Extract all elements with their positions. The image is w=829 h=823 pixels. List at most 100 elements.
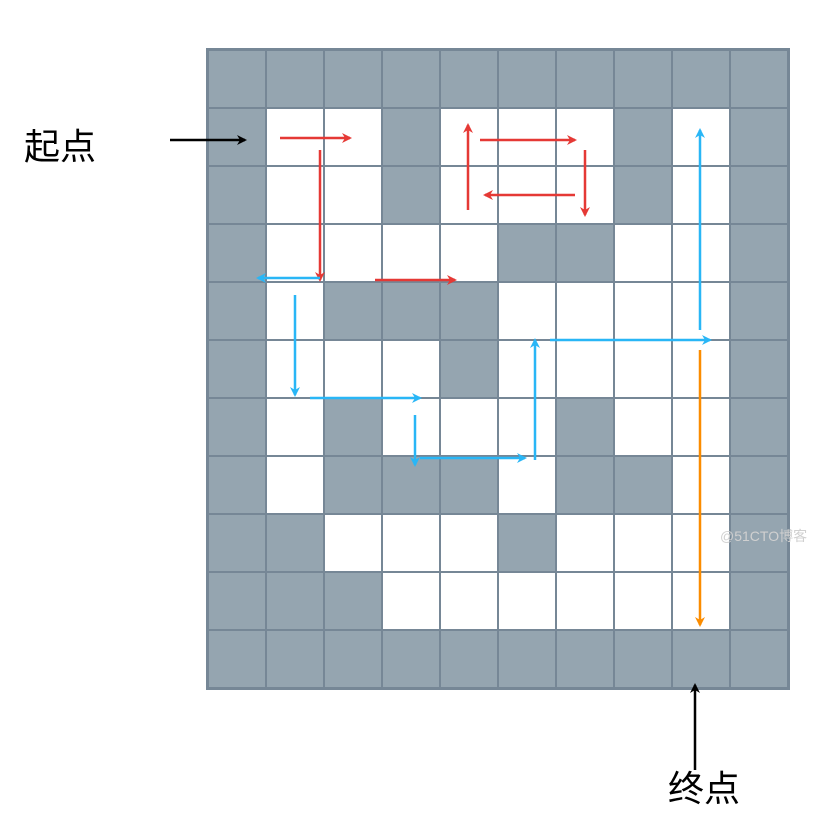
wall-cell bbox=[382, 166, 440, 224]
maze-grid bbox=[206, 48, 790, 690]
wall-cell bbox=[730, 166, 788, 224]
wall-cell bbox=[208, 282, 266, 340]
wall-cell bbox=[208, 630, 266, 688]
wall-cell bbox=[730, 50, 788, 108]
wall-cell bbox=[324, 630, 382, 688]
wall-cell bbox=[730, 572, 788, 630]
open-cell bbox=[440, 224, 498, 282]
wall-cell bbox=[556, 50, 614, 108]
wall-cell bbox=[440, 282, 498, 340]
open-cell bbox=[556, 514, 614, 572]
wall-cell bbox=[324, 456, 382, 514]
wall-cell bbox=[440, 340, 498, 398]
wall-cell bbox=[498, 50, 556, 108]
wall-cell bbox=[208, 224, 266, 282]
wall-cell bbox=[614, 456, 672, 514]
open-cell bbox=[382, 572, 440, 630]
end-label: 终点 bbox=[668, 760, 740, 812]
open-cell bbox=[324, 224, 382, 282]
open-cell bbox=[556, 340, 614, 398]
wall-cell bbox=[672, 50, 730, 108]
diagram-container: 起点 终点 @51CTO博客 bbox=[20, 20, 829, 803]
wall-cell bbox=[208, 166, 266, 224]
wall-cell bbox=[208, 572, 266, 630]
wall-cell bbox=[324, 572, 382, 630]
open-cell bbox=[266, 282, 324, 340]
open-cell bbox=[324, 108, 382, 166]
open-cell bbox=[498, 108, 556, 166]
wall-cell bbox=[614, 108, 672, 166]
wall-cell bbox=[730, 456, 788, 514]
wall-cell bbox=[208, 514, 266, 572]
open-cell bbox=[440, 166, 498, 224]
wall-cell bbox=[672, 630, 730, 688]
open-cell bbox=[498, 456, 556, 514]
open-cell bbox=[266, 456, 324, 514]
open-cell bbox=[672, 166, 730, 224]
open-cell bbox=[672, 456, 730, 514]
open-cell bbox=[498, 166, 556, 224]
wall-cell bbox=[382, 282, 440, 340]
open-cell bbox=[614, 340, 672, 398]
open-cell bbox=[614, 224, 672, 282]
open-cell bbox=[382, 340, 440, 398]
open-cell bbox=[266, 224, 324, 282]
watermark-text: @51CTO博客 bbox=[720, 526, 807, 546]
wall-cell bbox=[208, 340, 266, 398]
wall-cell bbox=[556, 224, 614, 282]
open-cell bbox=[672, 398, 730, 456]
wall-cell bbox=[614, 630, 672, 688]
wall-cell bbox=[266, 514, 324, 572]
wall-cell bbox=[614, 50, 672, 108]
open-cell bbox=[266, 398, 324, 456]
open-cell bbox=[672, 108, 730, 166]
open-cell bbox=[556, 282, 614, 340]
wall-cell bbox=[382, 630, 440, 688]
wall-cell bbox=[382, 108, 440, 166]
wall-cell bbox=[730, 224, 788, 282]
wall-cell bbox=[208, 50, 266, 108]
open-cell bbox=[440, 572, 498, 630]
open-cell bbox=[440, 398, 498, 456]
open-cell bbox=[324, 166, 382, 224]
wall-cell bbox=[266, 630, 324, 688]
open-cell bbox=[614, 282, 672, 340]
open-cell bbox=[556, 572, 614, 630]
wall-cell bbox=[730, 630, 788, 688]
open-cell bbox=[324, 340, 382, 398]
wall-cell bbox=[498, 514, 556, 572]
wall-cell bbox=[556, 456, 614, 514]
open-cell bbox=[672, 340, 730, 398]
wall-cell bbox=[498, 630, 556, 688]
open-cell bbox=[440, 514, 498, 572]
open-cell bbox=[382, 514, 440, 572]
wall-cell bbox=[556, 630, 614, 688]
open-cell bbox=[266, 108, 324, 166]
wall-cell bbox=[208, 456, 266, 514]
wall-cell bbox=[324, 398, 382, 456]
wall-cell bbox=[266, 50, 324, 108]
wall-cell bbox=[266, 572, 324, 630]
open-cell bbox=[382, 224, 440, 282]
open-cell bbox=[266, 340, 324, 398]
start-label: 起点 bbox=[24, 118, 96, 170]
wall-cell bbox=[382, 456, 440, 514]
wall-cell bbox=[498, 224, 556, 282]
wall-cell bbox=[324, 282, 382, 340]
open-cell bbox=[672, 572, 730, 630]
open-cell bbox=[266, 166, 324, 224]
wall-cell bbox=[614, 166, 672, 224]
wall-cell bbox=[208, 398, 266, 456]
open-cell bbox=[382, 398, 440, 456]
open-cell bbox=[614, 398, 672, 456]
wall-cell bbox=[208, 108, 266, 166]
open-cell bbox=[556, 166, 614, 224]
open-cell bbox=[556, 108, 614, 166]
open-cell bbox=[614, 514, 672, 572]
open-cell bbox=[672, 224, 730, 282]
open-cell bbox=[498, 572, 556, 630]
open-cell bbox=[498, 398, 556, 456]
wall-cell bbox=[730, 282, 788, 340]
wall-cell bbox=[730, 108, 788, 166]
open-cell bbox=[672, 282, 730, 340]
